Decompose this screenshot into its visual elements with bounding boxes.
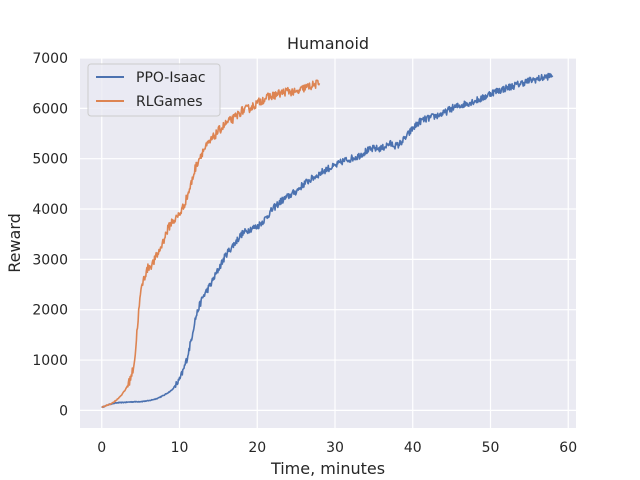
y-tick-label: 0	[59, 403, 68, 419]
y-tick-label: 4000	[32, 202, 68, 218]
series-layer	[101, 72, 554, 409]
y-tick-labels: 0 1000 2000 3000 4000 5000 6000 7000	[32, 51, 68, 419]
y-tick-label: 3000	[32, 252, 68, 268]
chart-title: Humanoid	[287, 34, 369, 53]
legend-label-ppo-isaac: PPO-Isaac	[136, 70, 206, 86]
x-tick-label: 20	[248, 440, 266, 456]
y-tick-label: 5000	[32, 152, 68, 168]
y-tick-label: 2000	[32, 303, 68, 319]
x-tick-label: 60	[559, 440, 577, 456]
y-tick-label: 1000	[32, 353, 68, 369]
x-tick-label: 40	[404, 440, 422, 456]
x-tick-label: 50	[482, 440, 500, 456]
x-tick-label: 10	[171, 440, 189, 456]
x-axis-label: Time, minutes	[270, 459, 385, 478]
legend: PPO-Isaac RLGames	[87, 63, 221, 117]
y-tick-label: 7000	[32, 51, 68, 67]
gridlines	[80, 57, 576, 428]
series-line-rlgames	[101, 79, 321, 409]
x-tick-label: 30	[326, 440, 344, 456]
series-line-ppo-isaac	[101, 72, 554, 409]
legend-label-rlgames: RLGames	[136, 94, 203, 110]
x-tick-label: 0	[97, 440, 106, 456]
y-axis-label: Reward	[5, 213, 24, 273]
y-tick-label: 6000	[32, 101, 68, 117]
x-tick-labels: 0 10 20 30 40 50 60	[97, 440, 577, 456]
